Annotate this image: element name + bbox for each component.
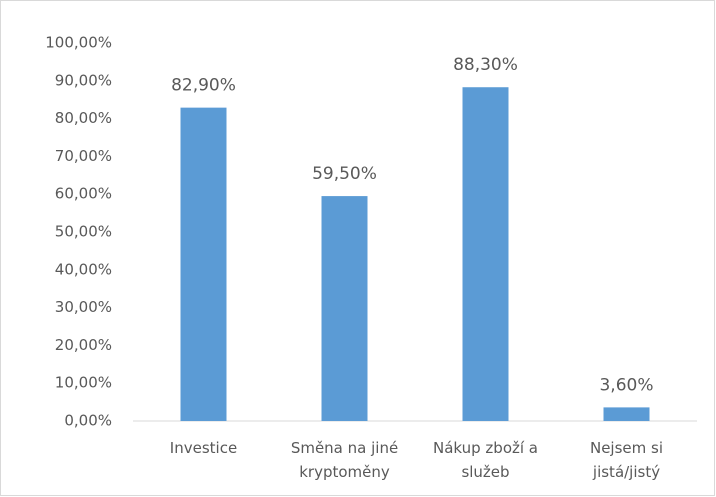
value-label: 82,90% (171, 76, 236, 96)
y-tick-label: 50,00% (55, 223, 112, 241)
bar (462, 87, 509, 421)
y-tick-label: 60,00% (55, 185, 112, 203)
y-tick-label: 10,00% (55, 374, 112, 392)
y-tick-label: 40,00% (55, 260, 112, 278)
value-label: 3,60% (599, 375, 653, 395)
value-label: 59,50% (312, 164, 377, 184)
y-tick-label: 80,00% (55, 109, 112, 127)
y-tick-label: 30,00% (55, 298, 112, 316)
y-tick-label: 100,00% (45, 34, 112, 52)
x-tick-label: Nákup zboží a služeb (432, 439, 538, 481)
y-tick-label: 20,00% (55, 336, 112, 354)
y-tick-label: 90,00% (55, 71, 112, 89)
bar (603, 407, 650, 421)
bar (321, 196, 368, 421)
x-tick-label: Směna na jiné kryptoměny (290, 439, 399, 481)
x-tick-label: Investice (169, 439, 238, 457)
x-tick-label: Nejsem si jistá/jistý (589, 439, 664, 481)
y-tick-label: 0,00% (64, 412, 112, 430)
y-tick-label: 70,00% (55, 147, 112, 165)
bar (180, 107, 227, 421)
value-label: 88,30% (453, 55, 518, 75)
